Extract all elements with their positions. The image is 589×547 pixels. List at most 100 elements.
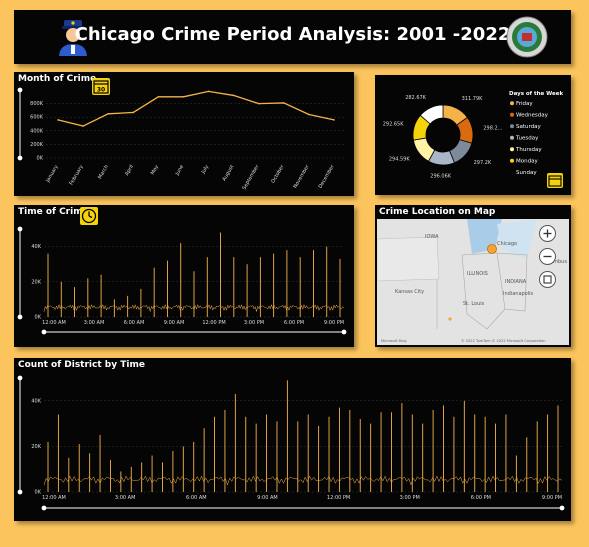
legend-item: Saturday [516, 124, 542, 130]
days-of-week-panel: 311.79K 298.2... 297.2K 296.06K 294.59K 292.6… [375, 75, 571, 195]
x-tick-label: 9:00 AM [164, 320, 185, 326]
data-point [333, 119, 335, 121]
y-tick-label: 40K [31, 398, 41, 404]
data-point [132, 111, 135, 114]
map-label-illinois: ILLINOIS [467, 271, 488, 277]
donut-value-label: 296.06K [430, 173, 451, 179]
donut-value-label: 294.59K [389, 156, 410, 162]
days-donut-chart: 311.79K 298.2... 297.2K 296.06K 294.59K 292.6… [383, 91, 564, 179]
time-slider-handle-left [41, 329, 47, 335]
layers-button[interactable] [539, 271, 556, 288]
x-tick-label: December [318, 163, 337, 189]
legend-swatch [510, 135, 514, 140]
x-tick-label: January [45, 164, 60, 184]
y-tick-label: 0K [37, 156, 44, 162]
x-tick-label: October [270, 163, 286, 184]
range-slider-handle-top [17, 226, 23, 232]
donut-value-label: 298.2... [483, 125, 502, 131]
data-point [157, 96, 160, 98]
time-slider-handle-left [41, 505, 47, 511]
x-tick-label: 9:00 AM [257, 495, 278, 501]
x-tick-label: 12:00 PM [202, 320, 225, 326]
map-label-indianapolis: Indianapolis [503, 291, 534, 297]
crime-by-month-line [57, 90, 335, 127]
y-tick-label: 0K [35, 315, 42, 321]
data-point [82, 125, 84, 127]
y-tick-label: 800K [30, 101, 44, 107]
x-tick-label: 12:00 AM [42, 495, 66, 501]
map-label-chicago: Chicago [497, 241, 517, 247]
month-line-chart: 0K 200K 400K 600K 800K January February March Ap… [17, 87, 346, 191]
map-label-iowa: IOWA [425, 234, 439, 240]
legend-swatch [510, 112, 514, 117]
donut-value-label: 282.67K [405, 95, 426, 101]
range-slider-handle-top [17, 87, 23, 93]
y-tick-label: 200K [30, 142, 44, 148]
x-tick-label: 9:00 PM [542, 495, 562, 501]
x-tick-label: 6:00 PM [471, 495, 491, 501]
legend-item: Sunday [516, 170, 537, 176]
header-banner: Chicago Crime Period Analysis: 2001 -202… [14, 10, 571, 64]
data-point [308, 113, 310, 116]
legend-swatch [510, 147, 514, 152]
layers-icon [543, 275, 552, 284]
x-tick-label: February [69, 164, 85, 186]
zoom-out-button[interactable] [539, 248, 556, 265]
legend-item: Tuesday [515, 136, 539, 142]
donut-value-label: 311.79K [462, 96, 483, 102]
x-tick-label: April [124, 164, 135, 177]
clock-icon [80, 207, 98, 225]
calendar-icon [547, 173, 563, 188]
y-tick-label: 0K [35, 490, 42, 496]
x-tick-label: 12:00 AM [42, 320, 66, 326]
legend-item: Friday [516, 101, 533, 107]
x-tick-label: September [241, 163, 260, 191]
legend-item: Monday [516, 159, 538, 165]
x-tick-label: May [150, 164, 160, 176]
y-tick-label: 20K [31, 279, 41, 285]
month-panel-title: Month of Crime [18, 74, 97, 84]
x-tick-label: 6:00 AM [124, 320, 145, 326]
x-tick-label: March [97, 164, 110, 180]
legend-item: Thursday [515, 147, 542, 153]
x-tick-label: 12:00 PM [327, 495, 350, 501]
legend-title: Days of the Week [509, 91, 563, 97]
x-tick-label: August [221, 164, 235, 182]
bing-logo: Microsoft Bing [381, 339, 407, 343]
time-of-crime-panel: Time of Crime 0K 20K 40K 12:00 AM 3:00 AM 6:0… [14, 205, 354, 347]
donut-value-label: 292.65K [383, 122, 404, 128]
police-officer-icon [59, 20, 87, 56]
zoom-out-icon [543, 255, 552, 258]
legend-item: Wednesday [516, 113, 549, 119]
zoom-in-button[interactable] [539, 225, 556, 242]
chicago-seal-icon [506, 16, 548, 58]
map-label-indiana: INDIANA [505, 279, 527, 285]
map-label-st-louis: St. Louis [463, 301, 485, 307]
legend-swatch [510, 124, 514, 129]
map-attribution: © 2022 TomTom © 2022 Microsoft Corporati… [461, 339, 545, 343]
district-panel-title: Count of District by Time [18, 360, 145, 370]
calendar-icon: 30 [92, 78, 110, 95]
data-point [232, 94, 235, 97]
legend-swatch [510, 158, 514, 163]
time-panel-title: Time of Crime [18, 207, 89, 217]
range-slider-handle-bottom [17, 314, 23, 320]
map-panel-title: Crime Location on Map [379, 207, 496, 217]
baseline-series [43, 475, 563, 486]
range-slider-handle-bottom [17, 489, 23, 495]
crime-location-map[interactable]: Chicago IOWA ILLINOIS INDIANA Columbus K… [377, 219, 569, 345]
data-point [207, 90, 210, 93]
range-slider-handle-top [17, 375, 23, 381]
donut-value-label: 297.2K [474, 160, 492, 166]
count-of-district-panel: Count of District by Time 0K 20K 40K 12:00 … [14, 358, 571, 521]
legend-swatch [510, 101, 514, 106]
x-tick-label: 6:00 AM [186, 495, 207, 501]
y-tick-label: 40K [31, 244, 41, 250]
data-point [283, 102, 285, 104]
range-slider-handle-bottom [17, 155, 23, 161]
x-tick-label: 6:00 PM [284, 320, 304, 326]
x-tick-label: 3:00 PM [244, 320, 264, 326]
data-point [57, 119, 59, 121]
donut-slice [419, 104, 444, 125]
time-bar-chart: 0K 20K 40K 12:00 AM 3:00 AM 6:00 AM 9:00 AM 12:… [17, 226, 347, 335]
